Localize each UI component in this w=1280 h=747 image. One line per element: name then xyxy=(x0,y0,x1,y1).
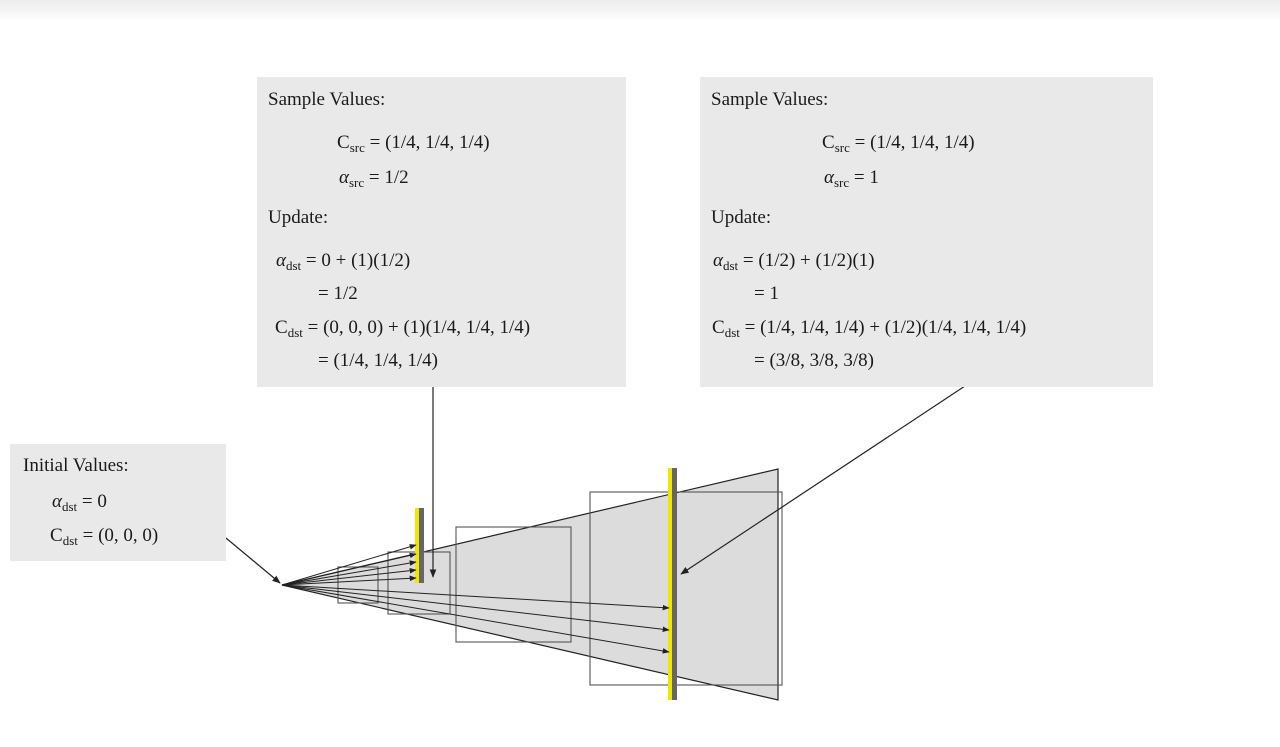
update-title: Update: xyxy=(711,207,772,228)
equation-rhs: = 1/2 xyxy=(368,167,409,188)
sample-plane-near-shadow xyxy=(419,508,424,583)
c-symbol: C xyxy=(275,317,288,338)
c-dst-equation: Cdst = (1/4, 1/4, 1/4) + (1/2)(1/4, 1/4,… xyxy=(712,317,1027,340)
alpha-symbol: α xyxy=(713,250,723,271)
initial-values-box: Initial Values: αdst = 0 Cdst = (0, 0, 0… xyxy=(10,444,226,561)
alpha-dst-result: = 1/2 xyxy=(318,283,358,304)
c-dst-equation: Cdst = (0, 0, 0) + (1)(1/4, 1/4, 1/4) xyxy=(275,317,531,340)
c-dst-result: = (3/8, 3/8, 3/8) xyxy=(754,350,874,371)
c-symbol: C xyxy=(822,132,835,153)
subscript: dst xyxy=(724,325,740,340)
subscript: src xyxy=(349,140,365,155)
alpha-dst-equation: αdst = (1/2) + (1/2)(1) xyxy=(713,250,875,273)
initial-values-title: Initial Values: xyxy=(23,455,129,476)
alpha-src-equation: αsrc = 1/2 xyxy=(339,167,409,190)
subscript: src xyxy=(834,140,850,155)
alpha-symbol: α xyxy=(276,250,286,271)
sample-values-title: Sample Values: xyxy=(268,89,386,110)
subscript: src xyxy=(833,175,850,190)
update-title: Update: xyxy=(268,207,329,228)
ray xyxy=(281,567,417,586)
slab-outline-4 xyxy=(589,491,783,686)
alpha-symbol: α xyxy=(52,491,62,512)
sample-box-2: Sample Values: Csrc = (1/4, 1/4, 1/4) αs… xyxy=(700,77,1153,387)
ray xyxy=(281,584,670,633)
sample-plane-far xyxy=(668,468,672,700)
c-src-equation: Csrc = (1/4, 1/4, 1/4) xyxy=(822,132,975,155)
c-src-equation: Csrc = (1/4, 1/4, 1/4) xyxy=(337,132,490,155)
sample-plane-far-shadow xyxy=(672,468,677,700)
equation-rhs: = (1/4, 1/4, 1/4) + (1/2)(1/4, 1/4, 1/4) xyxy=(744,317,1027,338)
alpha-src-equation: αsrc = 1 xyxy=(824,167,879,190)
ray xyxy=(281,544,417,586)
top-shadow-band xyxy=(0,0,1280,22)
ray xyxy=(281,584,670,654)
initial-alpha-dst: αdst = 0 xyxy=(52,491,107,514)
sample-box-1: Sample Values: Csrc = (1/4, 1/4, 1/4) αs… xyxy=(257,77,626,387)
alpha-symbol: α xyxy=(824,167,834,188)
sample2-pointer-arrow xyxy=(680,383,969,575)
view-frustum xyxy=(281,468,779,701)
ray xyxy=(281,552,417,586)
subscript: dst xyxy=(287,325,303,340)
subscript: dst xyxy=(62,533,78,548)
subscript: dst xyxy=(285,258,302,273)
equation-rhs: = 1 xyxy=(853,167,879,188)
c-symbol: C xyxy=(337,132,350,153)
alpha-dst-equation: αdst = 0 + (1)(1/2) xyxy=(276,250,411,273)
equation-rhs: = 0 xyxy=(81,491,107,512)
equation-rhs: = (0, 0, 0) + (1)(1/4, 1/4, 1/4) xyxy=(307,317,531,338)
alpha-dst-result: = 1 xyxy=(754,283,779,304)
sample-values-title: Sample Values: xyxy=(711,89,829,110)
initial-c-dst: Cdst = (0, 0, 0) xyxy=(50,525,159,548)
ray xyxy=(281,584,670,611)
c-symbol: C xyxy=(712,317,725,338)
ray xyxy=(281,560,417,586)
subscript: dst xyxy=(61,499,78,514)
subscript: dst xyxy=(722,258,739,273)
equation-rhs: = (1/2) + (1/2)(1) xyxy=(742,250,875,271)
initial-pointer-arrow xyxy=(225,537,281,584)
equation-rhs: = (1/4, 1/4, 1/4) xyxy=(854,132,975,153)
equation-rhs: = (1/4, 1/4, 1/4) xyxy=(369,132,490,153)
equation-rhs: = (0, 0, 0) xyxy=(82,525,159,546)
equation-rhs: = 0 + (1)(1/2) xyxy=(305,250,411,271)
c-dst-result: = (1/4, 1/4, 1/4) xyxy=(318,350,438,371)
subscript: src xyxy=(348,175,365,190)
sample-plane-near xyxy=(415,508,419,583)
c-symbol: C xyxy=(50,525,63,546)
slab-outline-3 xyxy=(455,526,572,643)
alpha-symbol: α xyxy=(339,167,349,188)
ray xyxy=(281,575,417,586)
